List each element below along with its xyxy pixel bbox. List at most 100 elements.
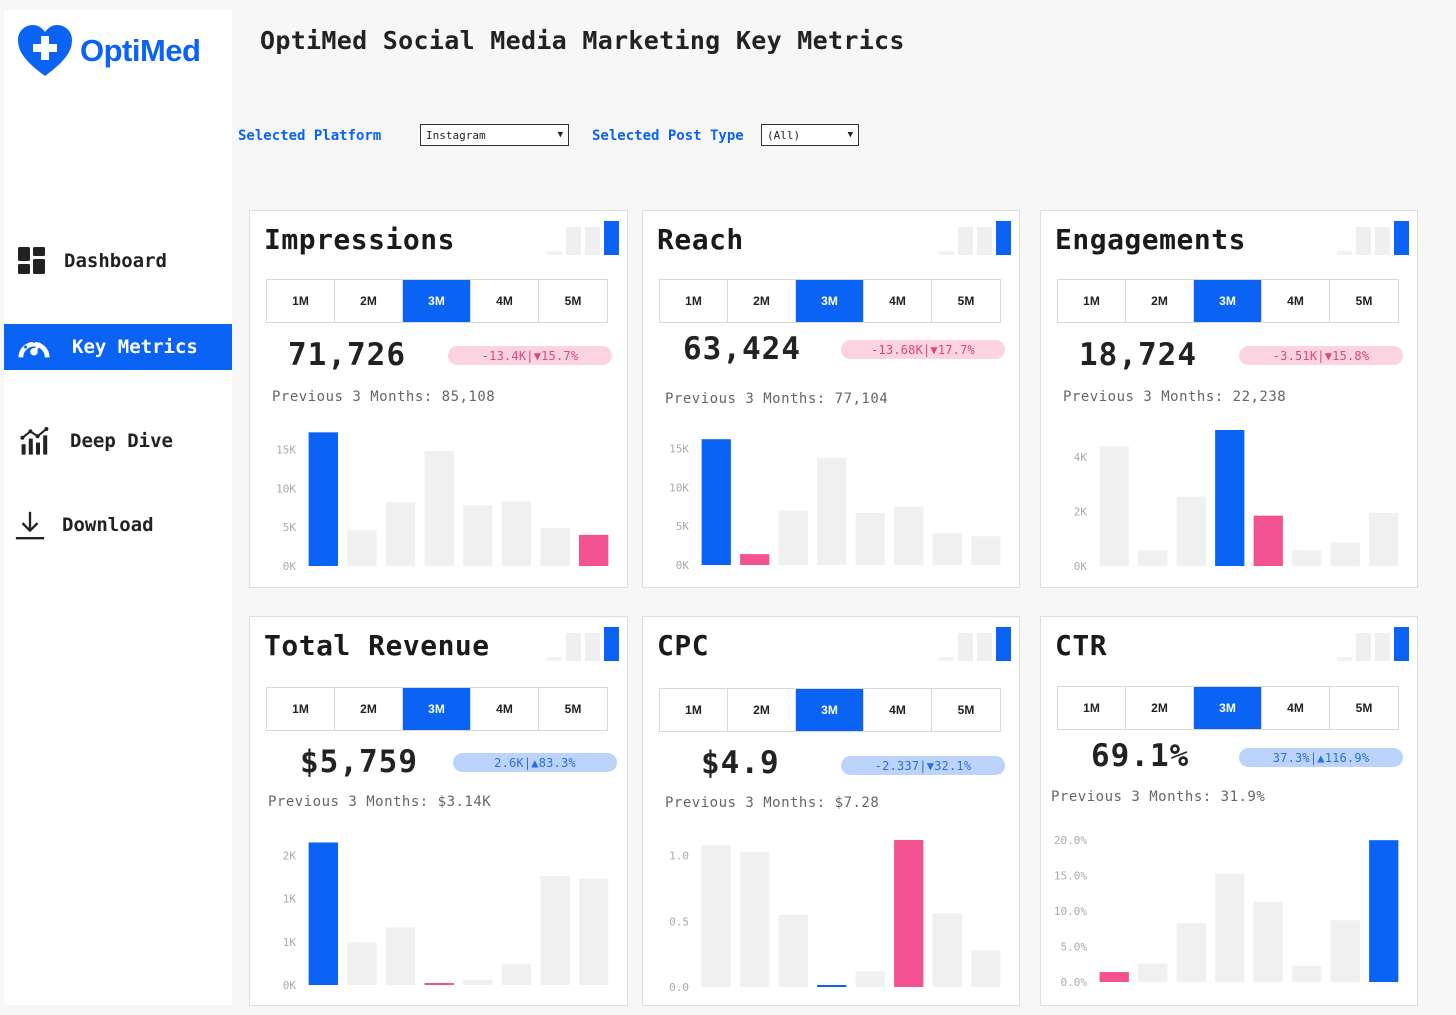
chart-bar[interactable] xyxy=(740,851,770,987)
chart-bar[interactable] xyxy=(1330,542,1360,566)
period-selector: 1M 2M 3M 4M 5M xyxy=(266,687,608,731)
period-button-2m[interactable]: 2M xyxy=(335,688,403,730)
chart-bar[interactable] xyxy=(1138,963,1168,982)
period-button-3m[interactable]: 3M xyxy=(796,280,864,322)
period-button-5m[interactable]: 5M xyxy=(1330,687,1398,729)
period-button-2m[interactable]: 2M xyxy=(728,280,796,322)
chart-bar[interactable] xyxy=(501,964,532,985)
chart-bar[interactable] xyxy=(1369,840,1399,982)
chart-bar[interactable] xyxy=(894,506,924,565)
period-button-3m[interactable]: 3M xyxy=(403,280,471,322)
chart-bar[interactable] xyxy=(932,913,962,987)
chart-bar[interactable] xyxy=(540,876,570,985)
period-button-4m[interactable]: 4M xyxy=(471,280,539,322)
chart-bar[interactable] xyxy=(308,842,338,985)
period-button-4m[interactable]: 4M xyxy=(471,688,539,730)
chart-bar[interactable] xyxy=(1176,923,1206,982)
period-button-5m[interactable]: 5M xyxy=(539,688,607,730)
period-button-1m[interactable]: 1M xyxy=(1058,280,1126,322)
period-button-3m[interactable]: 3M xyxy=(403,688,471,730)
chart-bar[interactable] xyxy=(1215,873,1245,982)
period-button-1m[interactable]: 1M xyxy=(660,689,728,731)
chart-bar[interactable] xyxy=(701,439,731,565)
chart-bar[interactable] xyxy=(971,950,1001,987)
monthly-bar-chart: 15K 10K 5K 0K xyxy=(669,439,1001,572)
chart-toggle-icon[interactable] xyxy=(1337,221,1409,255)
period-button-1m[interactable]: 1M xyxy=(267,688,335,730)
chart-toggle-icon[interactable] xyxy=(939,221,1011,255)
chart-bar[interactable] xyxy=(1099,972,1129,982)
period-button-2m[interactable]: 2M xyxy=(335,280,403,322)
period-button-1m[interactable]: 1M xyxy=(267,280,335,322)
chart-bar[interactable] xyxy=(817,985,847,987)
chart-bar[interactable] xyxy=(1215,430,1245,566)
period-selector: 1M 2M 3M 4M 5M xyxy=(1057,686,1399,730)
period-button-3m[interactable]: 3M xyxy=(1194,280,1262,322)
chart-toggle-icon[interactable] xyxy=(1337,627,1409,661)
chart-bar[interactable] xyxy=(540,527,570,566)
chart-toggle-icon[interactable] xyxy=(547,627,619,661)
chart-bar[interactable] xyxy=(347,530,377,566)
chart-bar[interactable] xyxy=(1099,446,1129,566)
metric-card-impressions: Impressions 1M 2M 3M 4M 5M 71,726 -13.4K|▼15.7%… xyxy=(249,210,628,588)
y-tick-label: 0.0 xyxy=(669,981,689,994)
chart-bar[interactable] xyxy=(347,942,377,985)
period-button-4m[interactable]: 4M xyxy=(864,280,932,322)
chart-bar[interactable] xyxy=(855,512,885,565)
platform-select[interactable]: Instagram ▼ xyxy=(420,124,569,146)
chart-bar[interactable] xyxy=(1253,901,1283,982)
period-button-4m[interactable]: 4M xyxy=(1262,687,1330,729)
chart-bar[interactable] xyxy=(1253,515,1283,566)
period-button-3m[interactable]: 3M xyxy=(796,689,864,731)
chart-bar[interactable] xyxy=(579,534,609,566)
monthly-bar-chart: 1.0 0.5 0.0 xyxy=(669,839,1001,994)
delta-badge: -13.4K|▼15.7% xyxy=(448,346,612,365)
period-button-5m[interactable]: 5M xyxy=(539,280,607,322)
chart-bar[interactable] xyxy=(463,979,493,985)
period-button-2m[interactable]: 2M xyxy=(1126,687,1194,729)
period-button-5m[interactable]: 5M xyxy=(932,689,1000,731)
chart-bar[interactable] xyxy=(308,432,338,566)
chart-bar[interactable] xyxy=(932,533,962,565)
chart-toggle-icon[interactable] xyxy=(547,221,619,255)
chart-bar[interactable] xyxy=(1292,550,1322,566)
chart-bar[interactable] xyxy=(424,983,454,985)
period-button-1m[interactable]: 1M xyxy=(660,280,728,322)
chart-bar[interactable] xyxy=(855,971,885,987)
period-button-1m[interactable]: 1M xyxy=(1058,687,1126,729)
chart-bar[interactable] xyxy=(385,927,416,985)
period-button-3m[interactable]: 3M xyxy=(1194,687,1262,729)
period-button-2m[interactable]: 2M xyxy=(1126,280,1194,322)
chart-bar[interactable] xyxy=(1330,920,1360,982)
chart-toggle-icon[interactable] xyxy=(939,627,1011,661)
chart-bar[interactable] xyxy=(778,914,808,987)
nav-item-download[interactable]: Download xyxy=(4,502,232,548)
period-button-4m[interactable]: 4M xyxy=(1262,280,1330,322)
chart-bar[interactable] xyxy=(894,839,924,987)
period-button-5m[interactable]: 5M xyxy=(1330,280,1398,322)
chart-bar[interactable] xyxy=(579,878,609,985)
period-button-2m[interactable]: 2M xyxy=(728,689,796,731)
chart-bar[interactable] xyxy=(971,536,1001,565)
chart-bar[interactable] xyxy=(1176,496,1206,566)
chart-bar[interactable] xyxy=(740,554,770,565)
period-button-4m[interactable]: 4M xyxy=(864,689,932,731)
nav-label-key-metrics: Key Metrics xyxy=(72,336,198,358)
period-button-5m[interactable]: 5M xyxy=(932,280,1000,322)
chart-bar[interactable] xyxy=(778,510,808,565)
chart-bar[interactable] xyxy=(1138,550,1168,566)
chart-bar[interactable] xyxy=(424,450,454,566)
chart-bar[interactable] xyxy=(501,501,532,566)
nav-item-dashboard[interactable]: Dashboard xyxy=(4,238,232,284)
brand-logo[interactable]: OptiMed xyxy=(16,24,201,78)
chart-bar[interactable] xyxy=(463,505,493,566)
chart-bar[interactable] xyxy=(1292,965,1322,982)
chart-bar[interactable] xyxy=(817,457,847,565)
chart-bar[interactable] xyxy=(1369,512,1399,566)
nav-item-deep-dive[interactable]: Deep Dive xyxy=(4,418,232,464)
chart-bar[interactable] xyxy=(701,845,731,987)
post-type-select[interactable]: (All) ▼ xyxy=(761,124,859,146)
chart-bar[interactable] xyxy=(385,502,416,566)
previous-period-text: Previous 3 Months: 77,104 xyxy=(665,391,889,407)
nav-item-key-metrics[interactable]: Key Metrics xyxy=(4,324,232,370)
